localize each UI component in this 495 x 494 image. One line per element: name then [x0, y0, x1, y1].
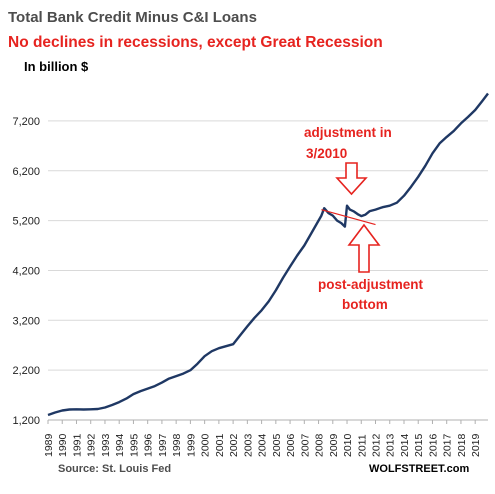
- x-tick-label: 2012: [371, 433, 383, 457]
- annotation-adjustment: adjustment in 3/2010: [304, 125, 392, 196]
- y-tick-label: 5,200: [12, 216, 40, 228]
- y-tick-label: 6,200: [12, 166, 40, 178]
- x-tick-label: 1996: [143, 433, 155, 457]
- x-tick-label: 2015: [413, 433, 425, 457]
- x-tick-label: 2016: [427, 433, 439, 457]
- chart-title: Total Bank Credit Minus C&I Loans: [8, 9, 257, 26]
- y-tick-label: 7,200: [12, 116, 40, 128]
- x-tick-label: 2014: [399, 433, 411, 457]
- x-tick-label: 2010: [342, 433, 354, 457]
- x-tick-label: 2004: [257, 433, 269, 457]
- y-tick-label: 2,200: [12, 365, 40, 377]
- chart-subtitle: No declines in recessions, except Great …: [8, 34, 383, 51]
- x-tick-label: 2018: [456, 433, 468, 457]
- x-tick-label: 2002: [228, 433, 240, 457]
- x-tick-label: 1992: [86, 433, 98, 457]
- x-tick-label: 2009: [328, 433, 340, 457]
- y-tick-label: 3,200: [12, 315, 40, 327]
- series-group: [47, 92, 489, 417]
- x-tick-label: 1998: [171, 433, 183, 457]
- annotation-bottom: post-adjustment bottom: [318, 223, 424, 312]
- x-tick-label: 1999: [185, 433, 197, 457]
- x-tick-label: 1997: [157, 433, 169, 457]
- x-tick-label: 1991: [71, 433, 83, 457]
- up-arrow-icon: [347, 223, 381, 273]
- trend-group: [321, 209, 376, 226]
- annotation-adjustment-line-2: 3/2010: [306, 146, 347, 161]
- x-tick-label: 2001: [214, 433, 226, 457]
- x-tick-label: 2013: [385, 433, 397, 457]
- down-arrow-icon: [335, 162, 368, 196]
- x-tick-label: 1990: [57, 433, 69, 457]
- y-tick-label: 1,200: [12, 415, 40, 427]
- x-tick-label: 1994: [114, 433, 126, 457]
- x-tick-label: 1995: [128, 433, 140, 457]
- x-tick-label: 2000: [200, 433, 212, 457]
- x-tick-label: 2011: [356, 434, 368, 457]
- brand-label: WOLFSTREET.com: [369, 463, 469, 475]
- x-tick-label: 2007: [299, 433, 311, 457]
- gridlines: [48, 120, 488, 371]
- x-tick-label: 2017: [442, 433, 454, 457]
- chart-units: In billion $: [24, 59, 89, 74]
- x-tick-label: 2008: [314, 433, 326, 457]
- annotation-bottom-line-2: bottom: [342, 297, 388, 312]
- x-tick-label: 2005: [271, 433, 283, 457]
- x-axis-ticks: 1989 1990 1991 1992 1993 1994 1995 1996 1997 1998…: [43, 420, 482, 457]
- x-tick-label: 2003: [242, 433, 254, 457]
- x-tick-label: 1993: [100, 433, 112, 457]
- trend-line: [321, 209, 376, 226]
- annotation-adjustment-line-1: adjustment in: [304, 125, 392, 140]
- source-note: Source: St. Louis Fed: [58, 463, 171, 475]
- annotation-bottom-line-1: post-adjustment: [318, 277, 424, 292]
- x-tick-label: 1989: [43, 433, 55, 457]
- x-tick-label: 2006: [285, 433, 297, 457]
- x-tick-label: 2019: [470, 433, 482, 457]
- y-axis-ticks: 1,200 2,200 3,200 4,200 5,200 6,200 7,200: [12, 116, 40, 427]
- y-tick-label: 4,200: [12, 265, 40, 277]
- series-line: [47, 92, 489, 417]
